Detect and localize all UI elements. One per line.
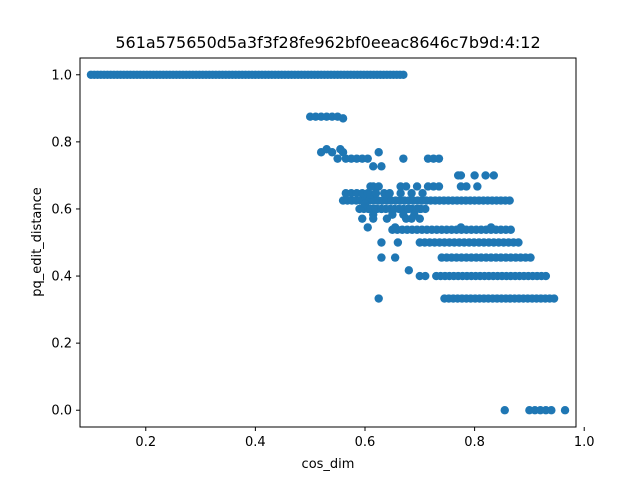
data-point bbox=[549, 294, 559, 303]
data-point bbox=[385, 188, 394, 198]
data-point bbox=[369, 214, 378, 223]
data-point bbox=[404, 266, 414, 275]
y-tick-label: 0.8 bbox=[51, 135, 72, 150]
plot-frame bbox=[79, 57, 577, 428]
data-point bbox=[358, 214, 367, 223]
data-point bbox=[338, 114, 348, 123]
data-point bbox=[489, 171, 498, 180]
data-point bbox=[481, 171, 490, 180]
data-point bbox=[541, 271, 551, 281]
data-point bbox=[327, 148, 337, 157]
data-point bbox=[415, 214, 424, 223]
data-points bbox=[86, 70, 570, 415]
y-axis-label: pq_edit_distance bbox=[30, 187, 45, 297]
data-point bbox=[418, 188, 427, 198]
x-tick-label: 0.8 bbox=[464, 435, 485, 450]
chart-title: 561a575650d5a3f3f28fe962bf0eeac8646c7b9d… bbox=[115, 33, 540, 52]
data-point bbox=[462, 182, 471, 191]
data-point bbox=[404, 204, 414, 214]
x-axis: 0.2 0.4 0.6 0.8 1.0 bbox=[135, 427, 595, 450]
data-point bbox=[338, 148, 348, 157]
data-point bbox=[333, 154, 342, 163]
data-point bbox=[401, 182, 411, 191]
data-point bbox=[456, 171, 466, 180]
data-point bbox=[382, 214, 392, 223]
x-tick-label: 0.2 bbox=[135, 435, 156, 450]
data-point bbox=[407, 188, 416, 198]
data-point bbox=[434, 182, 444, 191]
data-point bbox=[377, 238, 386, 247]
data-point bbox=[374, 182, 383, 191]
data-point bbox=[377, 162, 386, 171]
data-point bbox=[399, 70, 408, 79]
y-tick-label: 0.2 bbox=[51, 337, 72, 352]
data-point bbox=[434, 154, 444, 163]
data-point bbox=[396, 188, 405, 198]
data-point bbox=[407, 214, 416, 223]
data-point bbox=[374, 148, 383, 157]
data-point bbox=[506, 225, 515, 234]
y-tick-label: 0.6 bbox=[51, 202, 72, 217]
y-tick-label: 0.0 bbox=[51, 404, 72, 419]
data-point bbox=[514, 238, 523, 247]
data-point bbox=[363, 223, 372, 232]
data-point bbox=[505, 196, 514, 205]
data-point bbox=[371, 188, 381, 198]
x-axis-label: cos_dim bbox=[302, 457, 355, 472]
data-point bbox=[360, 199, 370, 209]
data-point bbox=[500, 406, 509, 415]
data-point bbox=[470, 171, 479, 180]
y-tick-label: 0.4 bbox=[51, 270, 72, 285]
data-point bbox=[390, 223, 400, 232]
data-point bbox=[369, 162, 378, 171]
data-point bbox=[377, 204, 386, 214]
data-point bbox=[547, 406, 556, 415]
data-point bbox=[473, 182, 482, 191]
data-point bbox=[374, 294, 383, 303]
data-point bbox=[377, 253, 386, 262]
x-tick-label: 0.4 bbox=[245, 435, 266, 450]
data-point bbox=[393, 238, 403, 247]
data-point bbox=[421, 271, 430, 281]
data-point bbox=[412, 182, 422, 191]
data-point bbox=[415, 204, 424, 214]
data-point bbox=[560, 406, 570, 415]
data-point bbox=[456, 223, 466, 232]
data-point bbox=[390, 253, 400, 262]
y-tick-label: 1.0 bbox=[51, 68, 72, 83]
x-tick-label: 1.0 bbox=[574, 435, 595, 450]
data-point bbox=[526, 253, 535, 262]
data-point bbox=[486, 223, 496, 232]
data-point bbox=[399, 154, 408, 163]
y-axis: 0.0 0.2 0.4 0.6 0.8 1.0 bbox=[51, 68, 80, 419]
x-tick-label: 0.6 bbox=[355, 435, 376, 450]
data-point bbox=[363, 154, 372, 163]
